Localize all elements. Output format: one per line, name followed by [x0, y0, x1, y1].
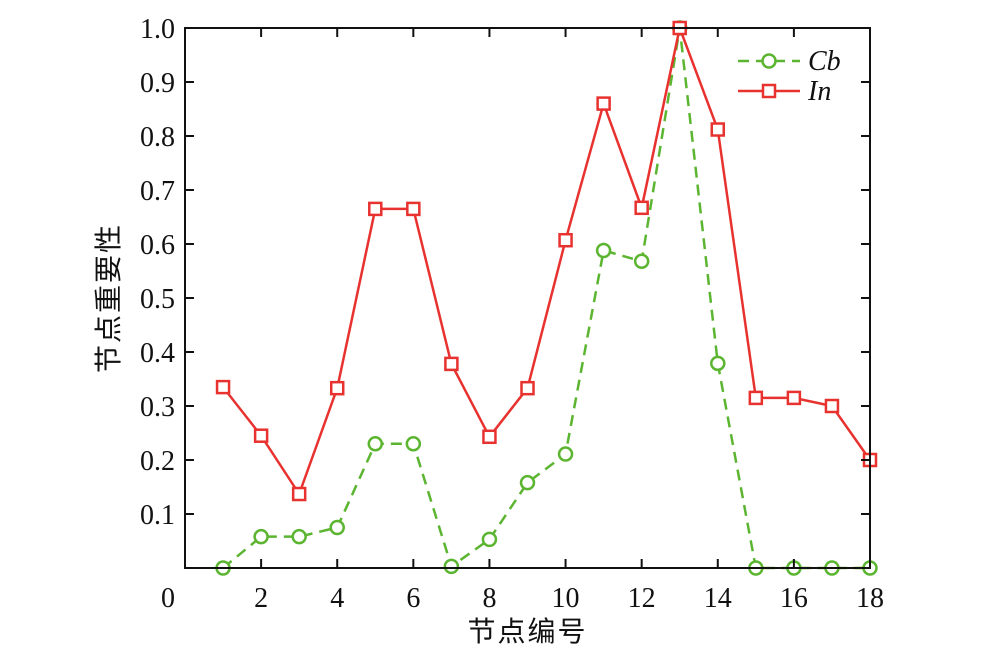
data-point — [405, 436, 422, 452]
x-tick-label: 0 — [161, 583, 175, 614]
x-tick-label: 14 — [704, 583, 732, 614]
y-tick-label: 0.3 — [140, 392, 175, 423]
x-tick-label: 6 — [406, 583, 420, 614]
data-point — [368, 201, 383, 217]
y-tick-label: 1.0 — [140, 14, 175, 45]
y-tick-label: 0.4 — [140, 338, 175, 369]
y-axis-title: 节点重要性 — [92, 223, 125, 373]
data-point — [329, 380, 345, 396]
legend-label-cb: Cb — [808, 46, 841, 77]
x-axis-title: 节点编号 — [467, 615, 587, 648]
legend-marker-in — [761, 83, 777, 99]
data-point — [596, 96, 611, 111]
data-point — [595, 242, 612, 259]
data-point — [557, 446, 574, 462]
chart-marks — [215, 20, 878, 576]
axis-tick-labels: 0 2 4 6 8 10 12 14 16 18 0.1 0.2 0.3 0.4 0.5 0.6 0.7 0.8 0… — [140, 14, 884, 614]
legend-label-in: In — [807, 76, 831, 107]
data-point — [558, 232, 573, 248]
data-point — [633, 253, 650, 270]
x-tick-label: 2 — [254, 583, 268, 614]
y-tick-label: 0.5 — [140, 284, 175, 315]
y-tick-label: 0.9 — [140, 68, 175, 99]
axis-ticks — [185, 27, 870, 568]
data-point — [367, 436, 384, 452]
y-tick-label: 0.2 — [140, 446, 175, 477]
x-tick-label: 16 — [780, 583, 808, 614]
y-tick-label: 0.1 — [140, 500, 175, 531]
data-point — [748, 390, 764, 406]
y-tick-label: 0.8 — [140, 122, 175, 153]
data-point — [215, 379, 231, 395]
chart-legend: Cb In — [738, 46, 841, 107]
series-cb — [215, 20, 878, 576]
data-point — [253, 528, 269, 545]
data-point — [482, 429, 497, 445]
data-point — [253, 428, 269, 443]
data-point — [444, 356, 459, 372]
legend-marker — [761, 83, 777, 99]
data-point — [519, 474, 536, 491]
data-point — [481, 531, 498, 548]
data-point — [710, 355, 726, 372]
series-in — [215, 20, 878, 502]
data-point — [406, 201, 421, 217]
x-tick-label: 4 — [330, 583, 344, 614]
data-point — [786, 390, 802, 406]
x-tick-label: 18 — [856, 583, 884, 614]
y-tick-label: 0.7 — [140, 176, 175, 207]
data-point — [291, 486, 307, 502]
data-point — [634, 200, 649, 216]
data-point — [710, 122, 726, 137]
data-point — [329, 519, 345, 536]
data-point — [291, 528, 307, 545]
series-line-cb — [222, 27, 870, 570]
data-point — [824, 398, 840, 414]
data-point — [520, 380, 535, 396]
x-tick-label: 10 — [552, 583, 580, 614]
x-tick-label: 8 — [482, 583, 496, 614]
data-point — [443, 558, 460, 575]
y-tick-label: 0.6 — [140, 230, 175, 261]
x-tick-label: 12 — [628, 583, 656, 614]
legend-marker — [761, 53, 777, 69]
legend-marker-cb — [761, 53, 777, 69]
